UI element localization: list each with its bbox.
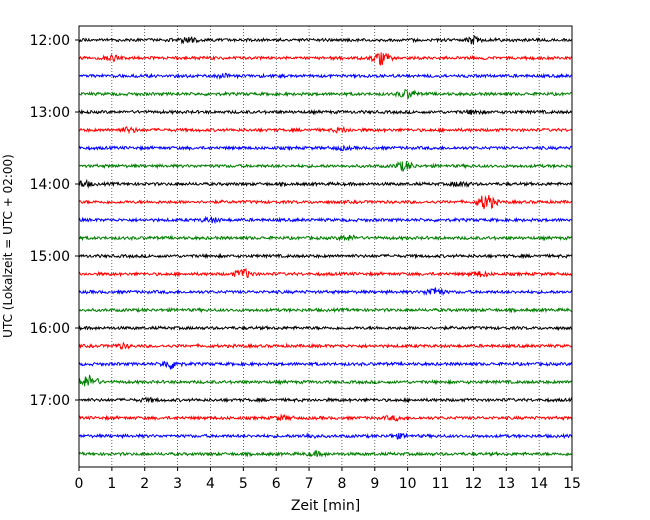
x-tick-label: 15 bbox=[563, 476, 581, 492]
trace-line bbox=[78, 215, 573, 225]
plot-frame bbox=[78, 25, 573, 468]
trace-line bbox=[78, 413, 573, 423]
trace-line bbox=[78, 125, 573, 135]
x-tick-label: 4 bbox=[206, 476, 215, 492]
trace-line bbox=[78, 267, 573, 278]
trace-line bbox=[78, 374, 573, 387]
trace-line bbox=[78, 450, 573, 458]
y-tick-label: 15:00 bbox=[30, 249, 70, 265]
trace-line bbox=[78, 234, 573, 242]
x-tick-label: 5 bbox=[239, 476, 248, 492]
trace-line bbox=[78, 88, 573, 101]
x-axis-title: Zeit [min] bbox=[291, 498, 360, 514]
y-tick-label: 14:00 bbox=[30, 177, 70, 193]
trace-line bbox=[78, 396, 573, 404]
trace-line bbox=[78, 252, 573, 260]
trace-line bbox=[78, 72, 573, 80]
x-tick-label: 6 bbox=[272, 476, 281, 492]
x-tick-label: 2 bbox=[140, 476, 149, 492]
x-tick-label: 3 bbox=[173, 476, 182, 492]
y-tick-label: 13:00 bbox=[30, 105, 70, 121]
trace-line bbox=[78, 287, 573, 297]
traces bbox=[78, 35, 573, 458]
trace-line bbox=[78, 144, 573, 152]
x-tick-label: 7 bbox=[305, 476, 314, 492]
trace-line bbox=[78, 35, 573, 45]
trace-line bbox=[78, 360, 573, 370]
trace-line bbox=[78, 306, 573, 314]
x-tick-label: 10 bbox=[399, 476, 417, 492]
x-tick-label: 11 bbox=[432, 476, 450, 492]
y-tick-label: 12:00 bbox=[30, 33, 70, 49]
trace-line bbox=[78, 324, 573, 332]
x-tick-label: 12 bbox=[464, 476, 482, 492]
trace-line bbox=[78, 178, 573, 189]
trace-line bbox=[78, 108, 573, 116]
y-axis-ticks: 12:00 13:00 14:00 15:00 16:00 17:00 bbox=[30, 33, 79, 409]
x-tick-label: 0 bbox=[75, 476, 84, 492]
trace-line bbox=[78, 341, 573, 351]
trace-line bbox=[78, 52, 573, 66]
y-tick-label: 17:00 bbox=[30, 393, 70, 409]
y-tick-label: 16:00 bbox=[30, 321, 70, 337]
y-axis-title: UTC (Lokalzeit = UTC + 02:00) bbox=[1, 154, 15, 338]
x-axis-ticks: 0 1 2 3 4 5 6 7 8 9 10 11 12 13 14 15 bbox=[75, 467, 581, 492]
x-tick-label: 13 bbox=[497, 476, 515, 492]
x-tick-label: 8 bbox=[337, 476, 346, 492]
x-tick-label: 14 bbox=[530, 476, 548, 492]
trace-line bbox=[78, 160, 573, 172]
trace-line bbox=[78, 432, 573, 440]
trace-line bbox=[78, 195, 573, 210]
x-tick-label: 9 bbox=[370, 476, 379, 492]
x-tick-label: 1 bbox=[107, 476, 116, 492]
